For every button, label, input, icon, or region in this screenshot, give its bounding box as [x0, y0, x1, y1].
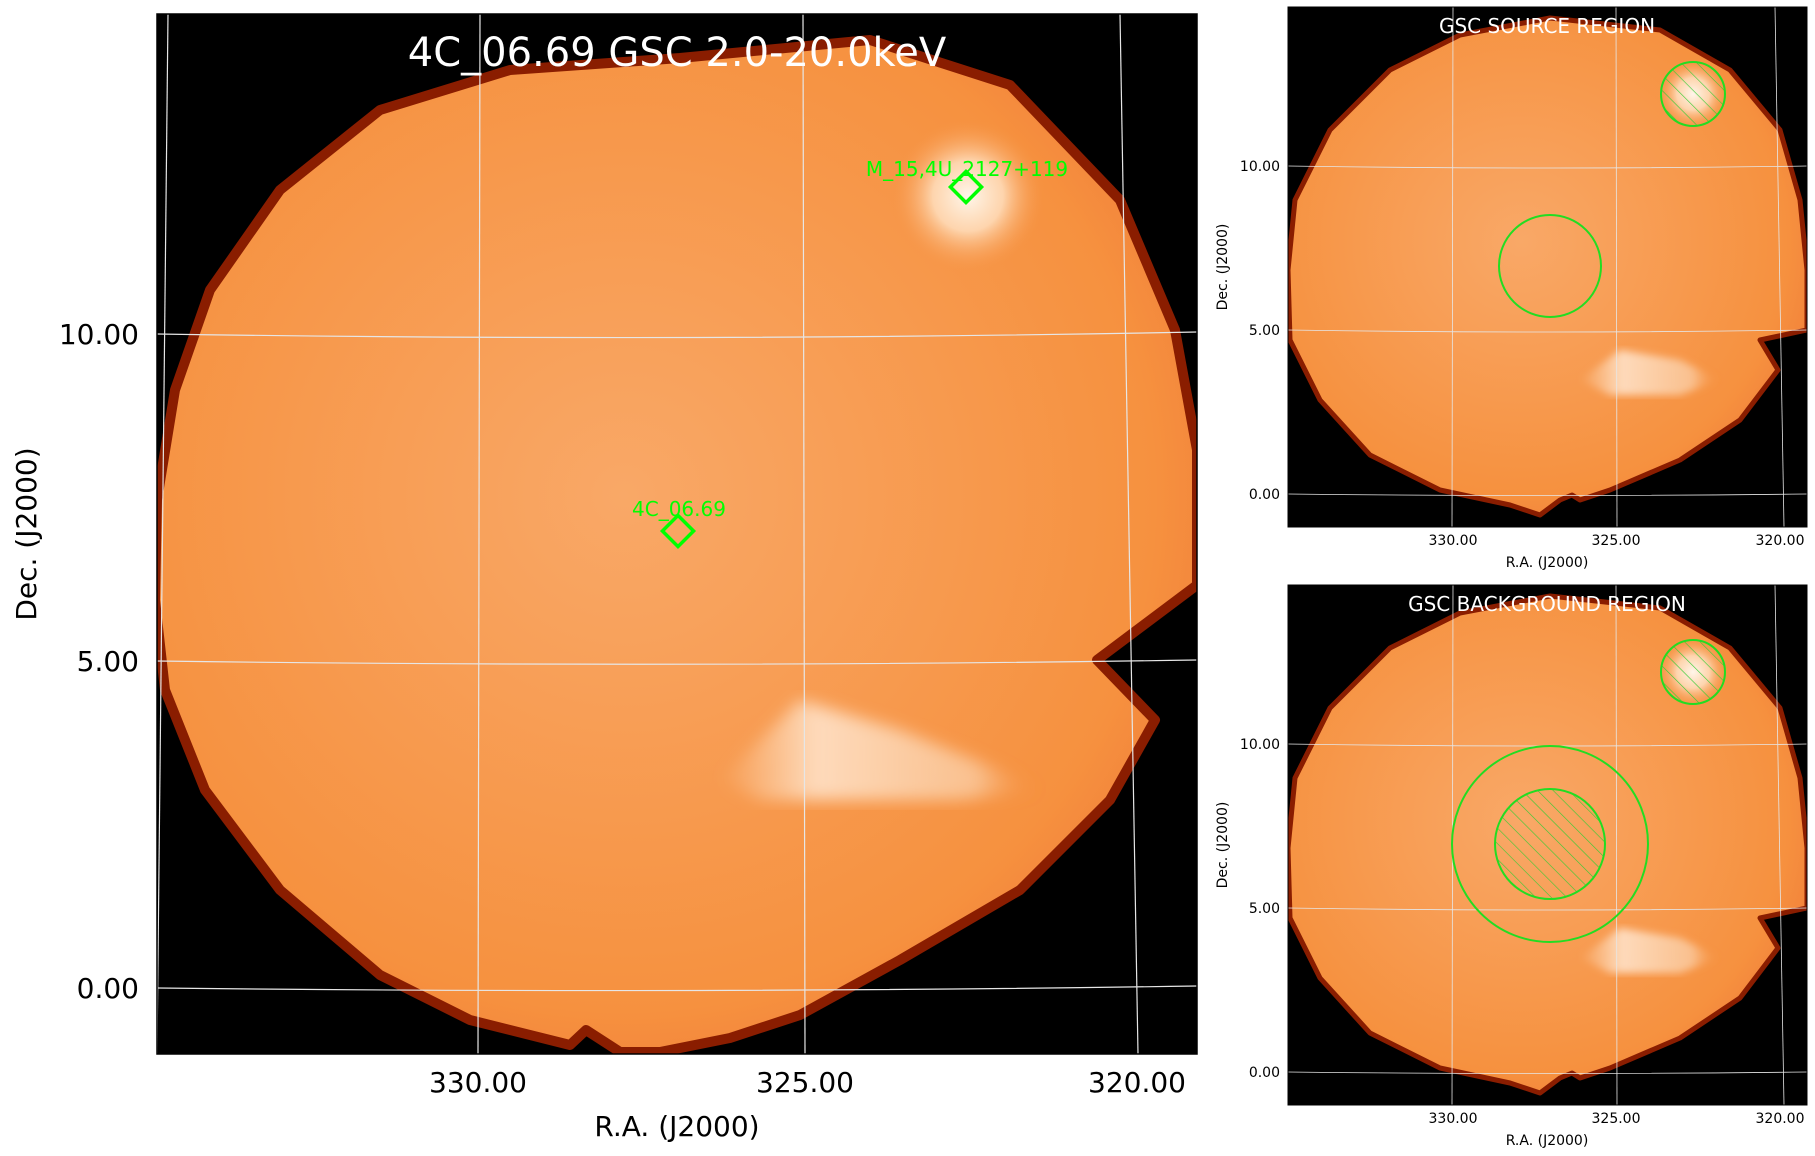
y-tick-label: 5.00	[1249, 323, 1280, 339]
grid-ra-320	[1119, 14, 1139, 1054]
main-panel: 4C_06.69 GSC 2.0-20.0keV M_15,4U_2127+11…	[10, 13, 1198, 1143]
panel-frame	[1287, 584, 1808, 1106]
y-tick-label: 5.00	[77, 645, 139, 678]
y-axis-label: Dec. (J2000)	[1215, 802, 1231, 889]
x-tick-label: 320.00	[1756, 533, 1805, 549]
y-tick-label: 0.00	[1249, 487, 1280, 503]
main-title: 4C_06.69 GSC 2.0-20.0keV	[408, 30, 947, 76]
x-tick-label: 325.00	[756, 1066, 854, 1099]
source-region-circle	[1498, 214, 1602, 318]
y-tick-label: 10.00	[1240, 737, 1280, 753]
x-tick-label: 320.00	[1756, 1111, 1805, 1127]
diffuse-streak	[720, 700, 1040, 800]
panel-grid	[1288, 585, 1807, 1105]
panel-title: GSC SOURCE REGION	[1439, 14, 1655, 38]
grid-dec-5	[157, 659, 1197, 665]
y-tick-label: 0.00	[1249, 1065, 1280, 1081]
x-tick-label: 330.00	[1429, 1111, 1478, 1127]
x-axis-label: R.A. (J2000)	[594, 1110, 759, 1143]
background-annulus-outer	[1451, 745, 1649, 943]
y-tick-label: 10.00	[59, 318, 139, 351]
x-tick-label: 325.00	[1592, 1111, 1641, 1127]
panel-grid	[1288, 7, 1807, 527]
source-label-m15: M_15,4U_2127+119	[866, 157, 1068, 181]
diamond-marker-icon	[947, 168, 985, 206]
x-tick-label: 330.00	[429, 1066, 527, 1099]
background-region-panel: GSC BACKGROUND REGION 10.00 5.00 0.00 33…	[1215, 584, 1808, 1149]
main-frame	[156, 13, 1198, 1055]
grid-dec-0	[157, 985, 1197, 992]
y-tick-label: 5.00	[1249, 901, 1280, 917]
diffuse-streak	[1580, 928, 1720, 973]
y-axis-label: Dec. (J2000)	[10, 447, 43, 620]
x-tick-label: 320.00	[1088, 1066, 1186, 1099]
source-region-panel: GSC SOURCE REGION 10.00 5.00 0.00 330.00…	[1215, 6, 1808, 571]
background-annulus-inner-excluded	[1494, 788, 1606, 900]
y-tick-label: 10.00	[1240, 159, 1280, 175]
x-tick-label: 325.00	[1592, 533, 1641, 549]
source-marker-4c: 4C_06.69	[632, 497, 726, 550]
main-grid	[157, 14, 1197, 1054]
grid-ra-335	[157, 14, 169, 1054]
panel-title: GSC BACKGROUND REGION	[1408, 592, 1686, 616]
bright-source-glow	[890, 118, 1046, 274]
diamond-marker-icon	[659, 512, 697, 550]
source-label-4c: 4C_06.69	[632, 497, 726, 521]
grid-dec-10	[157, 331, 1197, 339]
x-tick-label: 330.00	[1429, 533, 1478, 549]
excluded-source-circle	[1660, 61, 1726, 127]
excluded-source-circle	[1660, 639, 1726, 705]
y-tick-label: 0.00	[77, 972, 139, 1005]
y-axis-label: Dec. (J2000)	[1215, 224, 1231, 311]
panel-frame	[1287, 6, 1808, 528]
x-axis-label: R.A. (J2000)	[1506, 555, 1589, 571]
grid-ra-325	[802, 14, 806, 1054]
source-marker-m15: M_15,4U_2127+119	[866, 157, 1068, 206]
grid-ra-330	[477, 14, 481, 1054]
x-axis-label: R.A. (J2000)	[1506, 1133, 1589, 1149]
diffuse-streak	[1580, 350, 1720, 395]
